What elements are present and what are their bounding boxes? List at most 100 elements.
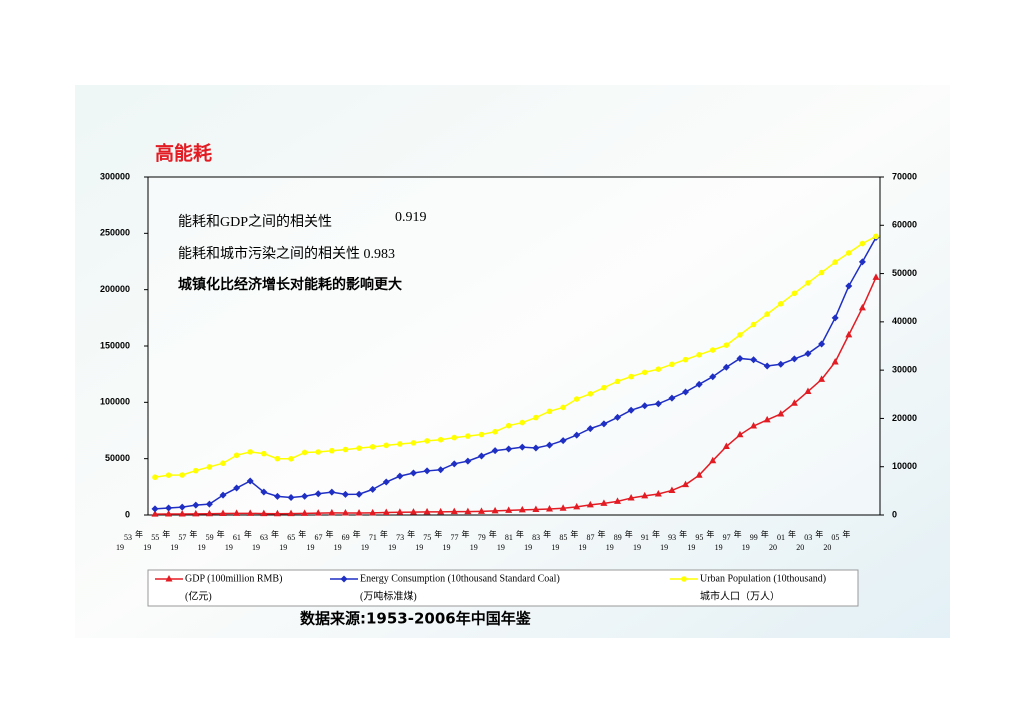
marker bbox=[858, 303, 866, 311]
marker bbox=[573, 502, 581, 510]
x-tick-label: 83 bbox=[532, 533, 540, 542]
marker bbox=[260, 488, 268, 496]
x-tick-label: 19 bbox=[715, 543, 723, 552]
marker bbox=[233, 509, 241, 516]
y2-tick-label: 40000 bbox=[892, 316, 917, 326]
marker bbox=[329, 447, 335, 454]
x-tick-label: 年 bbox=[461, 529, 469, 539]
marker bbox=[287, 493, 295, 501]
marker bbox=[559, 437, 567, 445]
x-tick-label: 19 bbox=[198, 543, 206, 552]
marker bbox=[315, 449, 322, 455]
marker bbox=[437, 466, 445, 474]
marker bbox=[152, 474, 158, 481]
x-tick-label: 71 bbox=[369, 533, 377, 542]
marker bbox=[273, 492, 281, 500]
marker bbox=[859, 240, 866, 247]
x-tick-label: 59 bbox=[206, 533, 214, 542]
x-tick-label: 55 bbox=[151, 533, 159, 542]
marker bbox=[396, 472, 404, 480]
marker bbox=[532, 505, 540, 512]
marker bbox=[831, 357, 839, 365]
marker bbox=[560, 404, 566, 411]
x-tick-label: 19 bbox=[116, 543, 124, 552]
marker bbox=[423, 507, 431, 515]
x-tick-label: 年 bbox=[135, 529, 143, 539]
marker bbox=[873, 233, 879, 240]
x-tick-label: 91 bbox=[641, 533, 649, 542]
marker bbox=[314, 509, 322, 516]
marker bbox=[546, 408, 553, 415]
marker bbox=[464, 507, 472, 515]
marker bbox=[396, 508, 404, 515]
marker bbox=[750, 356, 758, 364]
marker bbox=[641, 402, 649, 410]
marker bbox=[192, 509, 200, 517]
x-tick-label: 19 bbox=[361, 543, 369, 552]
marker bbox=[518, 505, 526, 513]
marker bbox=[777, 360, 785, 368]
legend-unit: (万吨标准煤) bbox=[360, 589, 417, 602]
marker bbox=[818, 375, 826, 382]
marker bbox=[505, 422, 512, 429]
x-tick-label: 05 bbox=[831, 533, 839, 542]
plot-area bbox=[147, 176, 881, 516]
marker bbox=[260, 509, 268, 517]
marker bbox=[342, 446, 349, 453]
marker bbox=[737, 332, 743, 338]
marker bbox=[750, 422, 758, 429]
annotation: 0.919 bbox=[395, 210, 427, 225]
marker bbox=[533, 414, 539, 421]
marker bbox=[777, 300, 784, 307]
marker bbox=[328, 508, 336, 516]
legend-marker bbox=[340, 575, 348, 583]
marker bbox=[328, 488, 336, 496]
x-tick-label: 年 bbox=[652, 529, 660, 539]
marker bbox=[736, 430, 744, 438]
marker bbox=[382, 508, 390, 515]
x-tick-label: 95 bbox=[695, 533, 703, 542]
marker bbox=[464, 457, 472, 465]
marker bbox=[247, 449, 254, 455]
x-tick-label: 20 bbox=[823, 543, 831, 552]
annotation: 能耗和GDP之间的相关性 bbox=[178, 214, 332, 230]
marker bbox=[777, 409, 785, 417]
marker bbox=[165, 504, 173, 512]
x-tick-label: 年 bbox=[625, 529, 633, 539]
marker bbox=[641, 491, 649, 499]
marker bbox=[532, 444, 540, 452]
marker bbox=[845, 282, 853, 290]
y2-tick-label: 20000 bbox=[892, 413, 917, 423]
marker bbox=[518, 443, 526, 451]
chart-title: 高能耗 bbox=[155, 142, 212, 165]
marker bbox=[709, 373, 717, 381]
x-tick-label: 19 bbox=[225, 543, 233, 552]
x-tick-label: 63 bbox=[260, 533, 268, 542]
x-tick-label: 年 bbox=[434, 529, 442, 539]
marker bbox=[492, 428, 498, 435]
marker bbox=[614, 413, 622, 421]
marker bbox=[668, 486, 676, 493]
marker bbox=[505, 445, 513, 453]
x-tick-label: 19 bbox=[442, 543, 450, 552]
marker bbox=[465, 433, 471, 439]
x-tick-label: 年 bbox=[244, 529, 252, 539]
x-tick-label: 20 bbox=[796, 543, 804, 552]
y-tick-label: 200000 bbox=[100, 284, 130, 294]
marker bbox=[763, 362, 771, 370]
x-tick-label: 年 bbox=[842, 529, 850, 539]
marker bbox=[478, 431, 485, 438]
marker bbox=[274, 455, 281, 462]
marker bbox=[722, 363, 730, 371]
marker bbox=[654, 400, 662, 408]
marker bbox=[695, 471, 703, 478]
marker bbox=[764, 311, 770, 317]
marker bbox=[505, 506, 513, 513]
marker bbox=[804, 387, 812, 394]
marker bbox=[301, 509, 309, 516]
marker bbox=[600, 499, 608, 506]
marker bbox=[165, 472, 172, 478]
x-tick-label: 75 bbox=[423, 533, 431, 542]
marker bbox=[682, 388, 690, 396]
y2-tick-label: 0 bbox=[892, 509, 897, 519]
